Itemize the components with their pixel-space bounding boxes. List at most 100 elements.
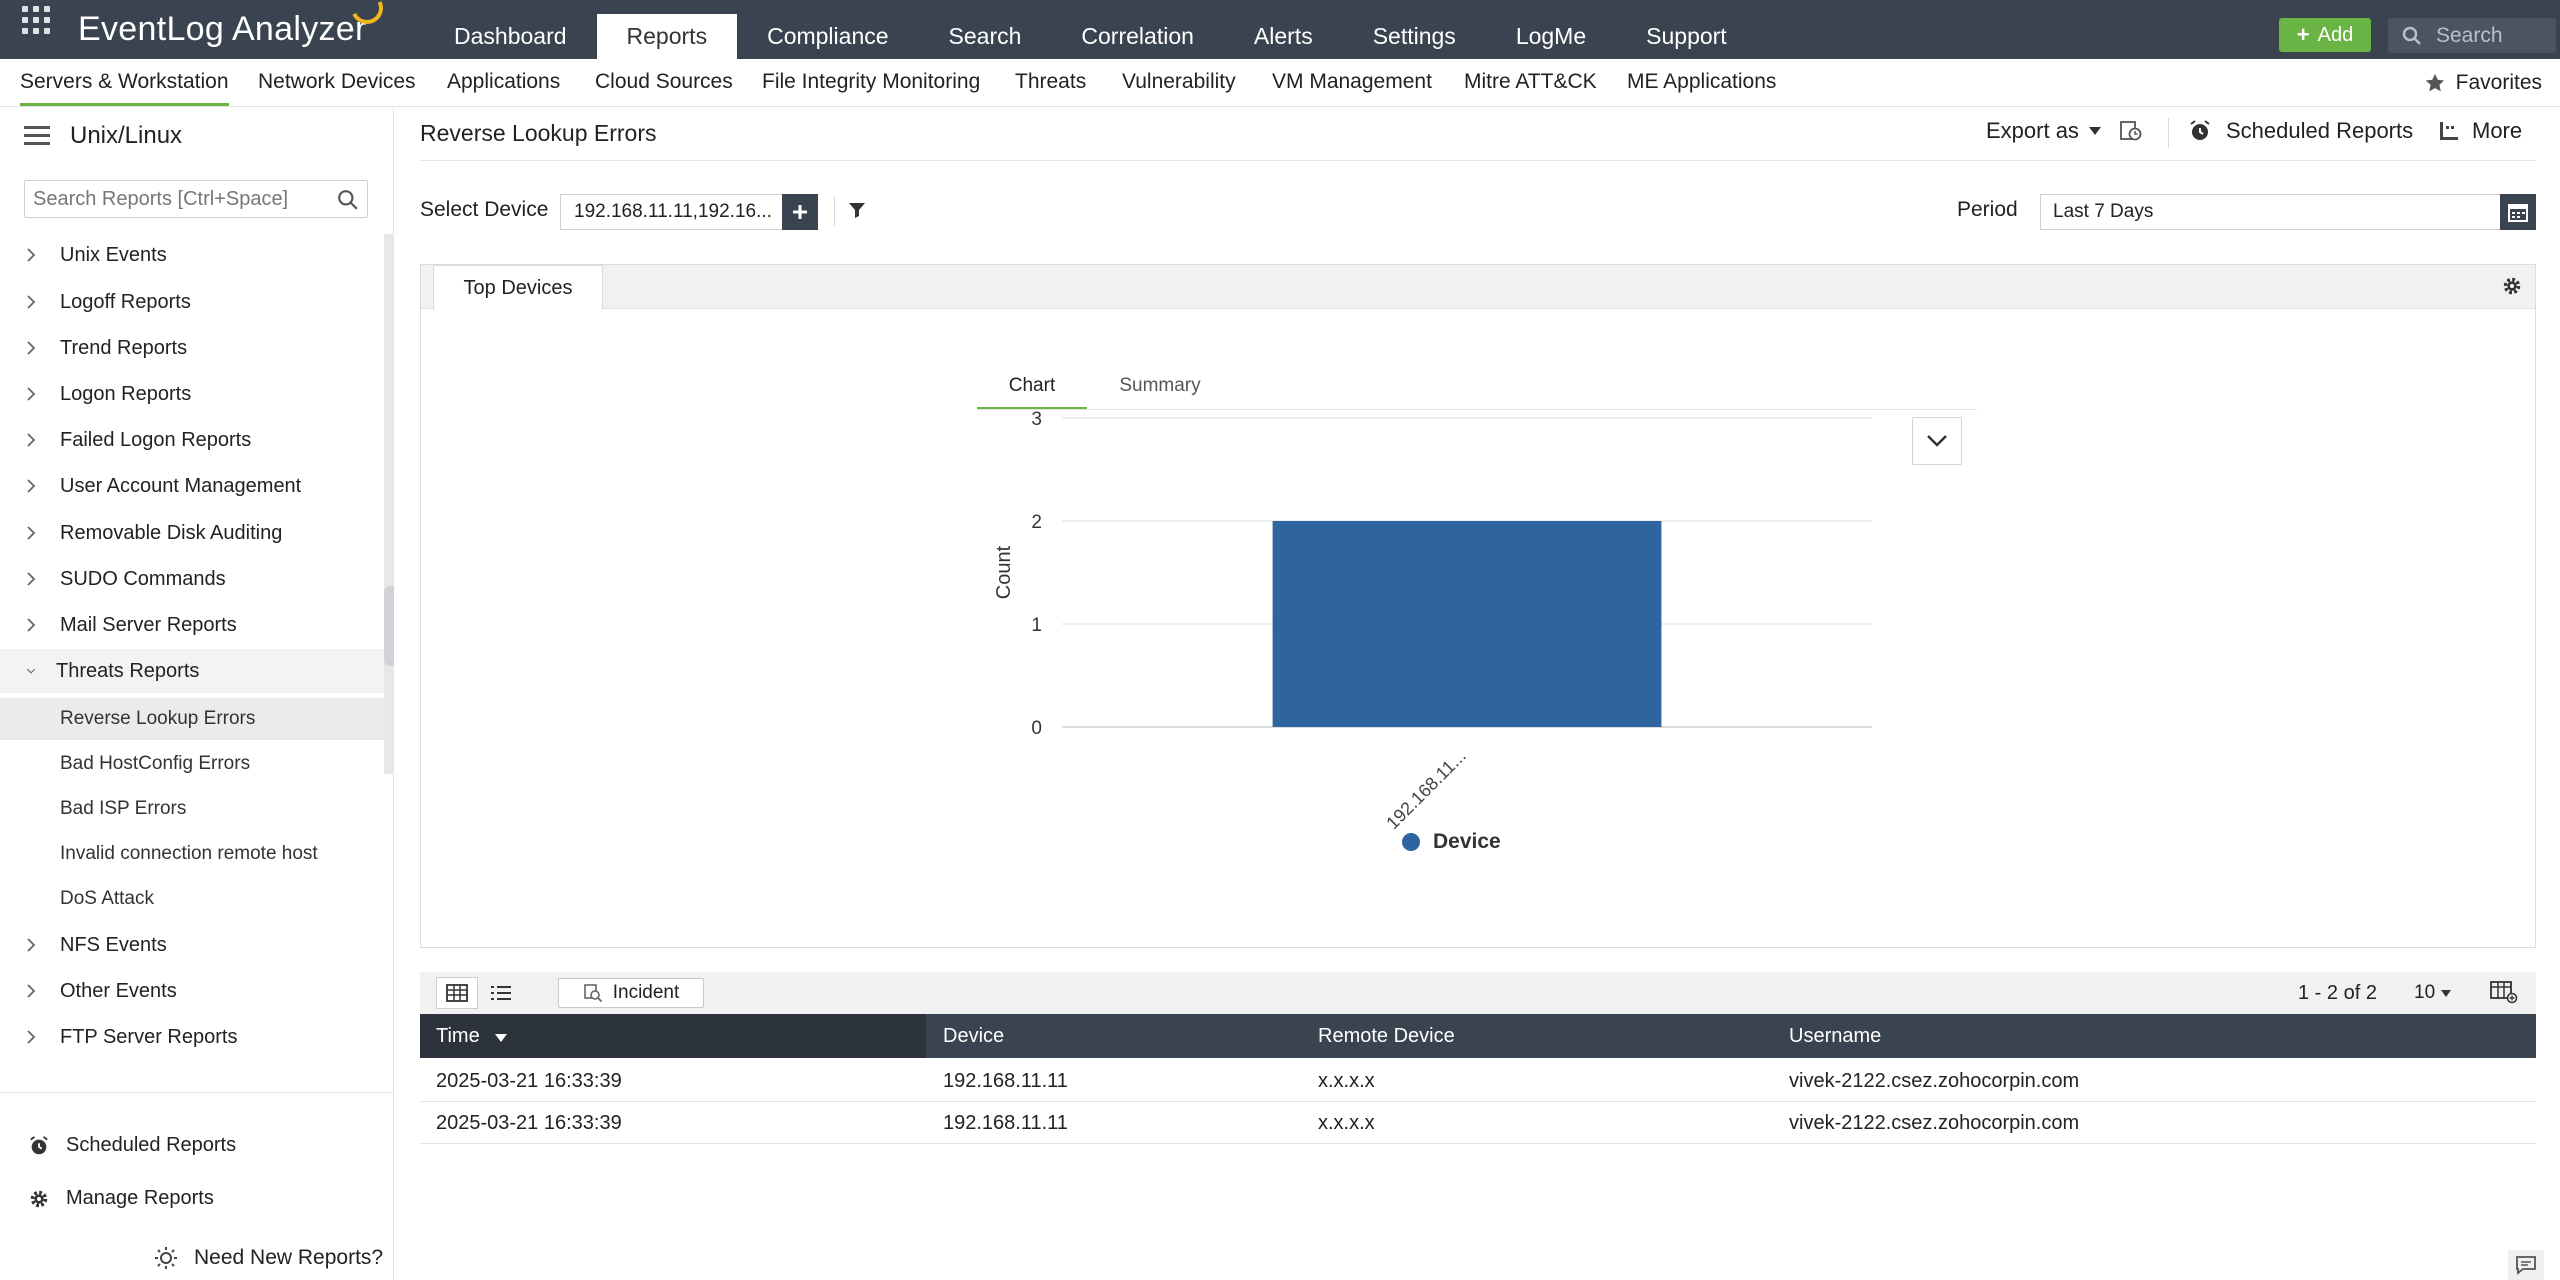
nav-support[interactable]: Support xyxy=(1646,23,1727,49)
subnav-vulnerability[interactable]: Vulnerability xyxy=(1122,70,1236,93)
panel-settings-icon[interactable] xyxy=(2501,275,2523,302)
nav-settings[interactable]: Settings xyxy=(1372,23,1456,49)
sidebar-group-unix-events[interactable]: Unix Events xyxy=(0,233,384,277)
add-device-button[interactable] xyxy=(782,194,818,230)
sidebar-group-label: Other Events xyxy=(60,979,177,1002)
nav-compliance[interactable]: Compliance xyxy=(767,23,889,49)
subnav-mitre-attack[interactable]: Mitre ATT&CK xyxy=(1464,70,1597,93)
favorites-button[interactable]: Favorites xyxy=(2424,59,2542,107)
column-header-device[interactable]: Device xyxy=(943,1025,1005,1047)
column-settings-icon[interactable] xyxy=(2490,980,2518,1009)
cell-time: 2025-03-21 16:33:39 xyxy=(436,1112,622,1134)
sidebar-group-nfs-events[interactable]: NFS Events xyxy=(0,923,384,967)
select-device-field[interactable]: 192.168.11.11,192.16... xyxy=(560,194,818,230)
more-menu-icon xyxy=(2440,122,2458,140)
sidebar-group-logoff-reports[interactable]: Logoff Reports xyxy=(0,280,384,324)
subnav-me-applications[interactable]: ME Applications xyxy=(1627,70,1777,93)
sidebar-group-removable-disk-auditing[interactable]: Removable Disk Auditing xyxy=(0,511,384,555)
tab-chart[interactable]: Chart xyxy=(977,374,1087,410)
add-button[interactable]: + Add xyxy=(2279,18,2371,52)
report-search-placeholder: Search Reports [Ctrl+Space] xyxy=(33,188,289,210)
chart-options-dropdown[interactable] xyxy=(1912,417,1962,465)
subnav-vm-management[interactable]: VM Management xyxy=(1272,70,1432,93)
sidebar-group-user-account-management[interactable]: User Account Management xyxy=(0,464,384,508)
plus-icon: + xyxy=(2296,22,2310,47)
cell-time: 2025-03-21 16:33:39 xyxy=(436,1070,622,1092)
search-icon xyxy=(338,190,358,210)
sidebar-item-invalid-connection-remote-host[interactable]: Invalid connection remote host xyxy=(60,843,318,864)
column-header-username[interactable]: Username xyxy=(1789,1025,1882,1047)
subnav-file-integrity-monitoring[interactable]: File Integrity Monitoring xyxy=(762,70,981,93)
chat-icon[interactable] xyxy=(2508,1250,2544,1280)
rows-per-page-select[interactable]: 10 xyxy=(2414,982,2452,1004)
nav-dashboard[interactable]: Dashboard xyxy=(454,23,567,49)
export-as-dropdown[interactable]: Export as xyxy=(1986,118,2143,144)
sidebar-collapse-handle[interactable] xyxy=(384,586,394,666)
hamburger-menu-icon[interactable] xyxy=(24,126,50,146)
manage-reports-link[interactable]: Manage Reports xyxy=(28,1187,214,1210)
sidebar-item-dos-attack[interactable]: DoS Attack xyxy=(60,888,154,909)
grid-view-icon[interactable] xyxy=(436,977,478,1009)
subnav-network-devices[interactable]: Network Devices xyxy=(258,70,416,93)
column-header-time[interactable]: Time xyxy=(420,1014,926,1058)
nav-search[interactable]: Search xyxy=(948,23,1022,49)
list-view-icon[interactable] xyxy=(480,977,522,1009)
filter-icon[interactable] xyxy=(846,198,868,227)
column-header-remote-device[interactable]: Remote Device xyxy=(1318,1025,1455,1047)
cell-device[interactable]: 192.168.11.11 xyxy=(943,1070,1068,1092)
global-search-input[interactable]: Search xyxy=(2388,18,2556,53)
sidebar-group-sudo-commands[interactable]: SUDO Commands xyxy=(0,557,384,601)
sidebar-item-bad-hostconfig-errors[interactable]: Bad HostConfig Errors xyxy=(60,753,251,774)
nav-correlation[interactable]: Correlation xyxy=(1081,23,1194,49)
app-logo[interactable]: EventLog Analyzer xyxy=(78,0,388,49)
need-new-reports-link[interactable]: Need New Reports? xyxy=(154,1246,383,1270)
column-header-label: Time xyxy=(436,1025,480,1047)
chevron-right-icon xyxy=(0,340,36,356)
scheduled-reports-button[interactable]: Scheduled Reports xyxy=(2188,118,2413,144)
sidebar-group-failed-logon-reports[interactable]: Failed Logon Reports xyxy=(0,418,384,462)
sidebar-group-logon-reports[interactable]: Logon Reports xyxy=(0,372,384,416)
report-search-input[interactable]: Search Reports [Ctrl+Space] xyxy=(24,180,368,218)
sidebar-scrollbar[interactable] xyxy=(384,234,394,774)
need-new-reports-label: Need New Reports? xyxy=(194,1246,384,1269)
chart-legend[interactable]: Device xyxy=(1402,830,1501,853)
gear-icon xyxy=(30,1190,48,1207)
sidebar-item-reverse-lookup-errors[interactable]: Reverse Lookup Errors xyxy=(0,698,384,740)
tab-top-devices[interactable]: Top Devices xyxy=(433,265,603,310)
incident-button[interactable]: Incident xyxy=(558,978,704,1008)
table-row[interactable]: 2025-03-21 16:33:39 192.168.11.11 x.x.x.… xyxy=(420,1102,2536,1144)
nav-reports[interactable]: Reports xyxy=(596,14,738,59)
period-field[interactable]: Last 7 Days xyxy=(2040,194,2536,230)
sidebar-group-ftp-server-reports[interactable]: FTP Server Reports xyxy=(0,1015,384,1059)
subnav-cloud-sources[interactable]: Cloud Sources xyxy=(595,70,733,93)
y-tick-label: 3 xyxy=(1031,409,1042,430)
nav-alerts[interactable]: Alerts xyxy=(1253,23,1313,49)
bar[interactable] xyxy=(1272,521,1662,727)
subnav-servers-workstation[interactable]: Servers & Workstation xyxy=(20,59,229,106)
tab-summary[interactable]: Summary xyxy=(1119,375,1201,396)
calendar-button[interactable] xyxy=(2500,194,2536,230)
sidebar-group-other-events[interactable]: Other Events xyxy=(0,969,384,1013)
cell-username: vivek-2122.csez.zohocorpin.com xyxy=(1789,1112,2080,1134)
cell-device[interactable]: 192.168.11.11 xyxy=(943,1112,1068,1134)
sidebar-group-trend-reports[interactable]: Trend Reports xyxy=(0,326,384,370)
sidebar-item-bad-isp-errors[interactable]: Bad ISP Errors xyxy=(60,798,187,819)
app-grid-icon[interactable] xyxy=(20,4,54,38)
subnav-applications[interactable]: Applications xyxy=(447,70,561,93)
y-axis-ticks: 0 1 2 3 xyxy=(1031,409,1042,739)
scheduled-reports-link[interactable]: Scheduled Reports xyxy=(28,1134,236,1157)
y-tick-label: 1 xyxy=(1031,615,1042,636)
subnav-threats[interactable]: Threats xyxy=(1015,70,1087,93)
caret-down-icon xyxy=(2088,127,2101,135)
incident-label: Incident xyxy=(612,982,680,1003)
schedule-export-icon[interactable] xyxy=(2119,120,2143,142)
nav-logme[interactable]: LogMe xyxy=(1515,23,1587,49)
title-divider xyxy=(420,160,2536,161)
sidebar-group-threats-reports[interactable]: Threats Reports xyxy=(0,649,384,693)
table-row[interactable]: 2025-03-21 16:33:39 192.168.11.11 x.x.x.… xyxy=(420,1060,2536,1102)
app-name: EventLog Analyzer xyxy=(78,10,367,48)
sidebar-group-mail-server-reports[interactable]: Mail Server Reports xyxy=(0,603,384,647)
select-device-label: Select Device xyxy=(420,198,549,221)
more-button[interactable]: More xyxy=(2438,118,2522,144)
chevron-right-icon xyxy=(0,478,36,494)
